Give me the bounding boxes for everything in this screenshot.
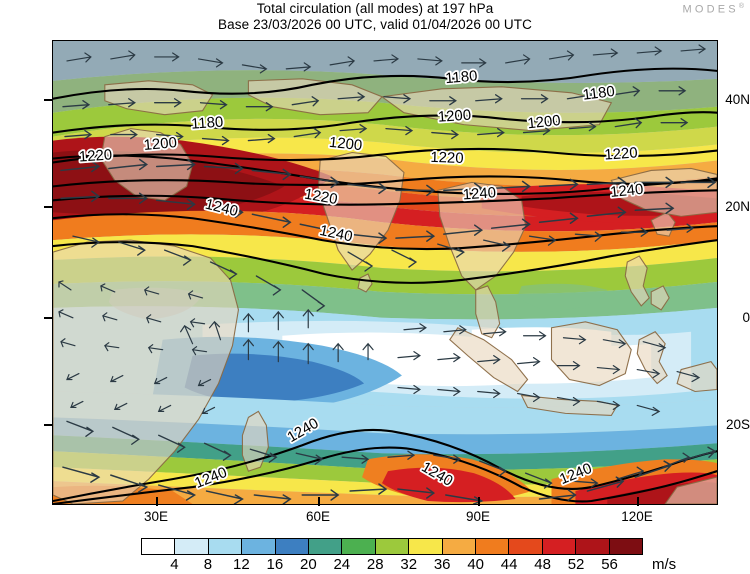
- colorbar-tick-20: 20: [299, 556, 317, 573]
- xtick-mark-30e: [156, 497, 158, 506]
- colorbar-swatch-6: [342, 539, 376, 554]
- colorbar: [141, 538, 643, 555]
- xtick-mark-60e: [318, 497, 320, 506]
- colorbar-swatch-7: [375, 539, 410, 554]
- xtick-mark-90e: [478, 497, 480, 506]
- svg-text:1220: 1220: [604, 144, 638, 163]
- colorbar-tick-32: 32: [400, 556, 418, 573]
- colorbar-swatch-9: [442, 539, 477, 554]
- chart-title: Total circulation (all modes) at 197 hPa: [256, 1, 494, 16]
- modes-logo: MODES®: [682, 3, 744, 16]
- colorbar-swatch-3: [242, 539, 276, 554]
- ytick-label-20n: 20N: [725, 199, 750, 214]
- colorbar-swatch-1: [175, 539, 209, 554]
- ytick-mark-20s: [44, 424, 53, 426]
- xtick-label-120e: 120E: [621, 509, 653, 524]
- svg-text:1180: 1180: [191, 114, 224, 133]
- svg-text:1200: 1200: [437, 107, 471, 126]
- xtick-label-30e: 30E: [143, 509, 169, 524]
- svg-text:1220: 1220: [78, 146, 112, 165]
- svg-text:1180: 1180: [582, 83, 616, 104]
- colorbar-swatch-8: [409, 539, 443, 554]
- ytick-mark-20n: [44, 206, 53, 208]
- colorbar-tick-48: 48: [534, 556, 551, 573]
- ytick-mark-0: [44, 317, 53, 319]
- colorbar-tick-4: 4: [170, 556, 179, 573]
- map-plot-area: 1180 1180 1180 1200 1200 1200 1200 1220 …: [52, 40, 718, 505]
- title-block: Total circulation (all modes) at 197 hPa…: [0, 1, 750, 32]
- colorbar-tick-24: 24: [333, 556, 351, 573]
- colorbar-swatch-13: [576, 539, 610, 554]
- colorbar-units-label: m/s: [652, 556, 677, 573]
- ytick-label-0: 0: [742, 310, 750, 325]
- xtick-mark-120e: [637, 497, 639, 506]
- colorbar-swatch-0: [142, 539, 176, 554]
- ytick-label-20s: 20S: [725, 417, 750, 432]
- map-canvas: 1180 1180 1180 1200 1200 1200 1200 1220 …: [53, 41, 717, 504]
- colorbar-swatch-11: [509, 539, 543, 554]
- colorbar-swatch-14: [609, 539, 643, 554]
- svg-text:1180: 1180: [445, 67, 479, 87]
- svg-text:1200: 1200: [328, 134, 363, 154]
- colorbar-tick-52: 52: [567, 556, 585, 573]
- svg-text:1200: 1200: [143, 134, 178, 154]
- colorbar-tick-12: 12: [233, 556, 250, 573]
- xtick-label-60e: 60E: [305, 509, 331, 524]
- colorbar-swatch-4: [275, 539, 310, 554]
- xtick-label-90e: 90E: [465, 509, 491, 524]
- svg-text:1220: 1220: [430, 149, 464, 167]
- colorbar-tick-44: 44: [500, 556, 518, 573]
- colorbar-swatch-12: [542, 539, 577, 554]
- colorbar-swatch-2: [208, 539, 243, 554]
- ytick-label-40n: 40N: [725, 92, 750, 107]
- ytick-mark-40n: [44, 99, 53, 101]
- colorbar-tick-56: 56: [601, 556, 618, 573]
- chart-subtitle: Base 23/03/2026 00 UTC, valid 01/04/2026…: [218, 16, 532, 32]
- svg-text:1240: 1240: [609, 181, 644, 201]
- svg-text:1240: 1240: [462, 184, 496, 203]
- colorbar-swatch-10: [476, 539, 510, 554]
- modes-logo-mark: ®: [738, 3, 744, 10]
- modes-logo-text: MODES: [682, 3, 739, 16]
- colorbar-tick-40: 40: [467, 556, 484, 573]
- svg-text:1200: 1200: [527, 112, 562, 132]
- colorbar-swatch-5: [309, 539, 343, 554]
- colorbar-tick-8: 8: [203, 556, 213, 573]
- colorbar-tick-36: 36: [433, 556, 451, 573]
- colorbar-tick-16: 16: [266, 556, 284, 573]
- colorbar-tick-28: 28: [366, 556, 384, 573]
